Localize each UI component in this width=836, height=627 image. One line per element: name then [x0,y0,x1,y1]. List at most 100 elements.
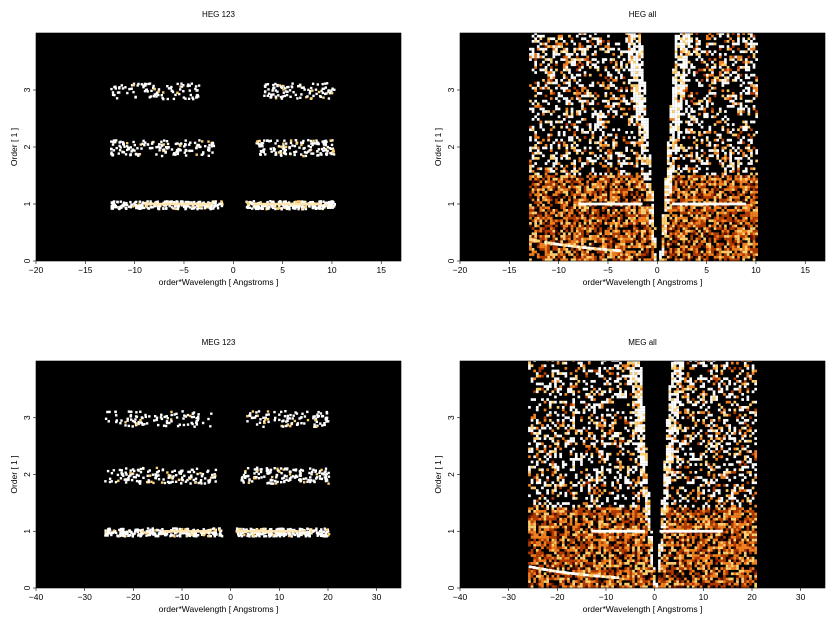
heatmap-cell [633,164,636,168]
heatmap-cell [630,58,634,61]
heatmap-cell [110,147,113,150]
heatmap-cell [755,250,758,254]
heatmap-cell [531,157,535,160]
heatmap-cell [617,172,621,176]
heatmap-cell [698,68,701,72]
heatmap-cell [531,128,535,132]
heatmap-cell [721,149,725,152]
heatmap-cell [322,204,326,207]
heatmap-cell [310,152,313,155]
heatmap-cell [570,162,574,165]
heatmap-cell [599,180,602,184]
heatmap-cell [321,204,324,207]
heatmap-cell [718,180,722,184]
heatmap-cell [747,157,751,160]
heatmap-cell [708,89,712,93]
heatmap-cell [547,175,550,178]
heatmap-cell [724,232,727,236]
heatmap-cell [581,50,584,54]
heatmap-cell [726,180,730,184]
heatmap-cell [638,99,641,103]
heatmap-cell [669,209,673,212]
heatmap-cell [536,157,540,160]
heatmap-cell [664,209,667,212]
heatmap-cell [573,201,576,204]
heatmap-cell [674,55,678,59]
heatmap-cell [708,37,712,41]
heatmap-cell [120,84,123,87]
heatmap-cell [731,211,735,215]
heatmap-cell [695,245,699,249]
heatmap-cell [648,154,652,158]
heatmap-cell [622,245,626,249]
heatmap-cell [752,198,756,202]
heatmap-cell [552,193,556,197]
heatmap-cell [703,245,706,249]
heatmap-cell [586,255,589,259]
heatmap-cell [713,183,717,186]
heatmap-cell [635,154,639,158]
heatmap-cell [565,112,569,116]
heatmap-cell [560,235,563,238]
heatmap-cell [744,183,748,186]
heatmap-cell [578,227,582,230]
heatmap-cell [547,229,550,233]
heatmap-cell [737,136,740,139]
heatmap-cell [190,149,194,152]
heatmap-cell [627,58,631,61]
heatmap-cell [570,136,574,139]
heatmap-cell [601,40,605,43]
heatmap-cell [711,188,714,191]
heatmap-cell [568,99,571,103]
heatmap-cell [208,143,211,147]
heatmap-cell [609,84,613,87]
heatmap-cell [755,216,758,220]
heatmap-cell [674,198,678,202]
heatmap-cell [560,183,563,186]
heatmap-cell [648,188,652,191]
heatmap-cell [300,143,303,147]
heatmap-cell [729,183,732,186]
heatmap-cell [565,170,569,173]
heatmap-cell [560,211,563,215]
heatmap-cell [669,193,673,197]
heatmap-cell [547,248,550,251]
heatmap-cell [562,196,566,199]
heatmap-cell [560,164,563,168]
heatmap-cell [588,214,592,217]
heatmap-cell [690,92,693,95]
heatmap-cell [112,139,116,142]
heatmap-cell [565,250,569,254]
heatmap-cell [734,219,738,223]
heatmap-cell [620,180,623,184]
heatmap-cell [534,224,537,228]
heatmap-cell [674,229,678,233]
heatmap-cell [322,142,325,145]
heatmap-cell [682,240,686,243]
heatmap-cell [612,53,615,56]
heatmap-cell [755,229,758,233]
heatmap-cell [542,235,545,238]
heatmap-cell [581,131,584,134]
order-line [253,202,323,206]
heatmap-cell [729,68,732,72]
heatmap-cell [638,45,641,48]
heatmap-cell [729,151,732,155]
heatmap-cell [544,211,548,215]
heatmap-cell [151,206,154,209]
heatmap-cell [695,198,699,202]
heatmap-cell [646,206,649,210]
heatmap-cell [731,164,735,168]
heatmap-cell [687,177,691,181]
heatmap-cell [583,107,587,111]
heatmap-cell [731,227,735,230]
heatmap-cell [724,258,727,261]
heatmap-cell [679,258,683,261]
heatmap-cell [721,128,725,132]
heatmap-cell [672,198,675,202]
heatmap-cell [607,40,610,43]
heatmap-cell [747,60,751,64]
heatmap-cell [568,175,571,178]
heatmap-cell [677,180,680,184]
heatmap-cell [666,245,670,249]
